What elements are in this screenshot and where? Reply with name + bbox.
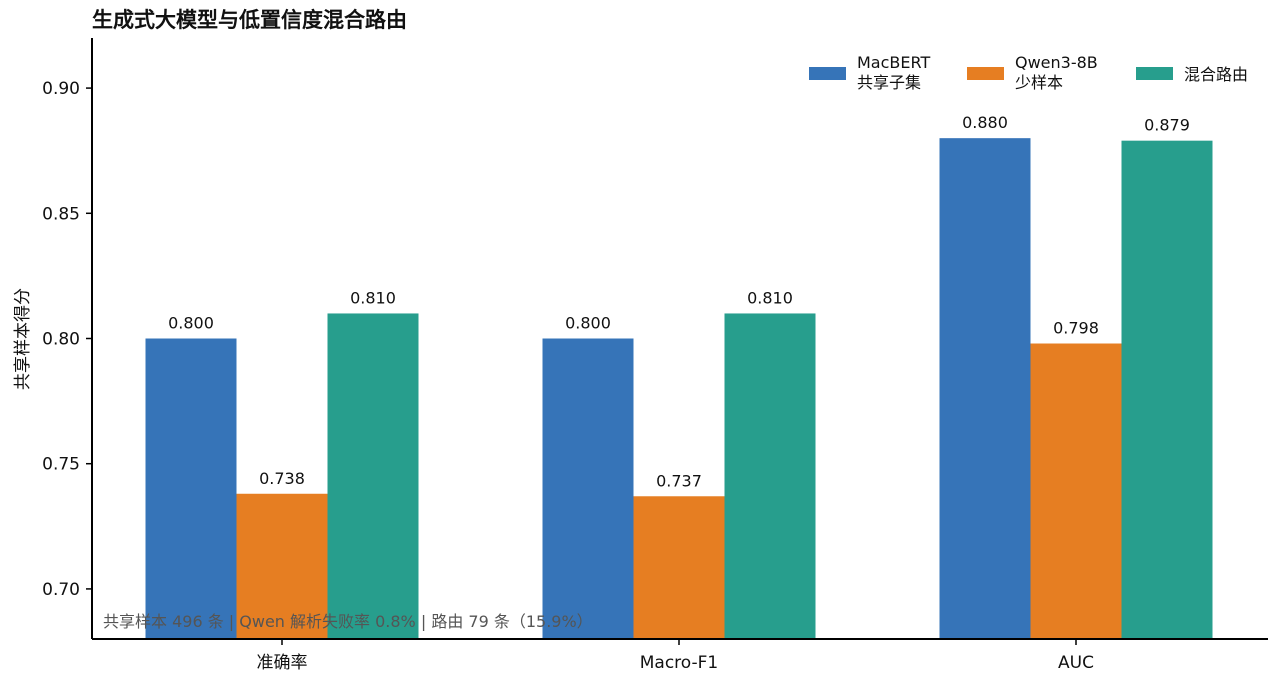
bar (327, 313, 419, 639)
bar (145, 338, 237, 639)
legend-label: 混合路由 (1184, 65, 1248, 84)
x-tick-label: Macro-F1 (640, 653, 719, 673)
bar-value-label: 0.737 (656, 471, 702, 490)
bar (1030, 343, 1122, 639)
bar-value-label: 0.880 (962, 113, 1008, 132)
plot-area: 0.800 0.738 0.810 0.800 0.737 0.810 0.880 0.798… (145, 113, 1213, 639)
y-ticks: 0.70 0.75 0.80 0.85 0.90 (42, 79, 92, 600)
legend-swatch (1136, 67, 1173, 80)
y-tick-label: 0.80 (42, 330, 80, 350)
bar (724, 313, 816, 639)
legend-label: Qwen3-8B (1015, 53, 1098, 72)
bar-value-label: 0.800 (565, 314, 611, 333)
x-ticks: 准确率 Macro-F1 AUC (257, 639, 1094, 673)
y-tick-label: 0.85 (42, 204, 80, 224)
bar-value-label: 0.738 (259, 469, 305, 488)
bar (633, 496, 725, 639)
x-tick-label: 准确率 (257, 653, 308, 673)
legend-swatch (809, 67, 846, 80)
bar-value-label: 0.879 (1144, 116, 1190, 135)
y-tick-label: 0.75 (42, 455, 80, 475)
y-tick-label: 0.70 (42, 580, 80, 600)
bar-value-label: 0.798 (1053, 319, 1099, 338)
bar (236, 493, 328, 639)
y-tick-label: 0.90 (42, 79, 80, 99)
legend-label: 共享子集 (857, 73, 921, 92)
bar-value-label: 0.810 (747, 288, 793, 307)
bar (1121, 140, 1213, 639)
bar (542, 338, 634, 639)
legend-swatch (967, 67, 1004, 80)
x-tick-label: AUC (1058, 653, 1094, 673)
chart-title: 生成式大模型与低置信度混合路由 (92, 8, 407, 32)
legend-label: 少样本 (1015, 73, 1063, 92)
bar (939, 138, 1031, 639)
legend-label: MacBERT (857, 53, 930, 72)
bar-value-label: 0.800 (168, 314, 214, 333)
bar-value-label: 0.810 (350, 288, 396, 307)
y-axis-label: 共享样本得分 (13, 288, 33, 390)
footnote-annotation: 共享样本 496 条 | Qwen 解析失败率 0.8% | 路由 79 条（1… (103, 612, 593, 631)
